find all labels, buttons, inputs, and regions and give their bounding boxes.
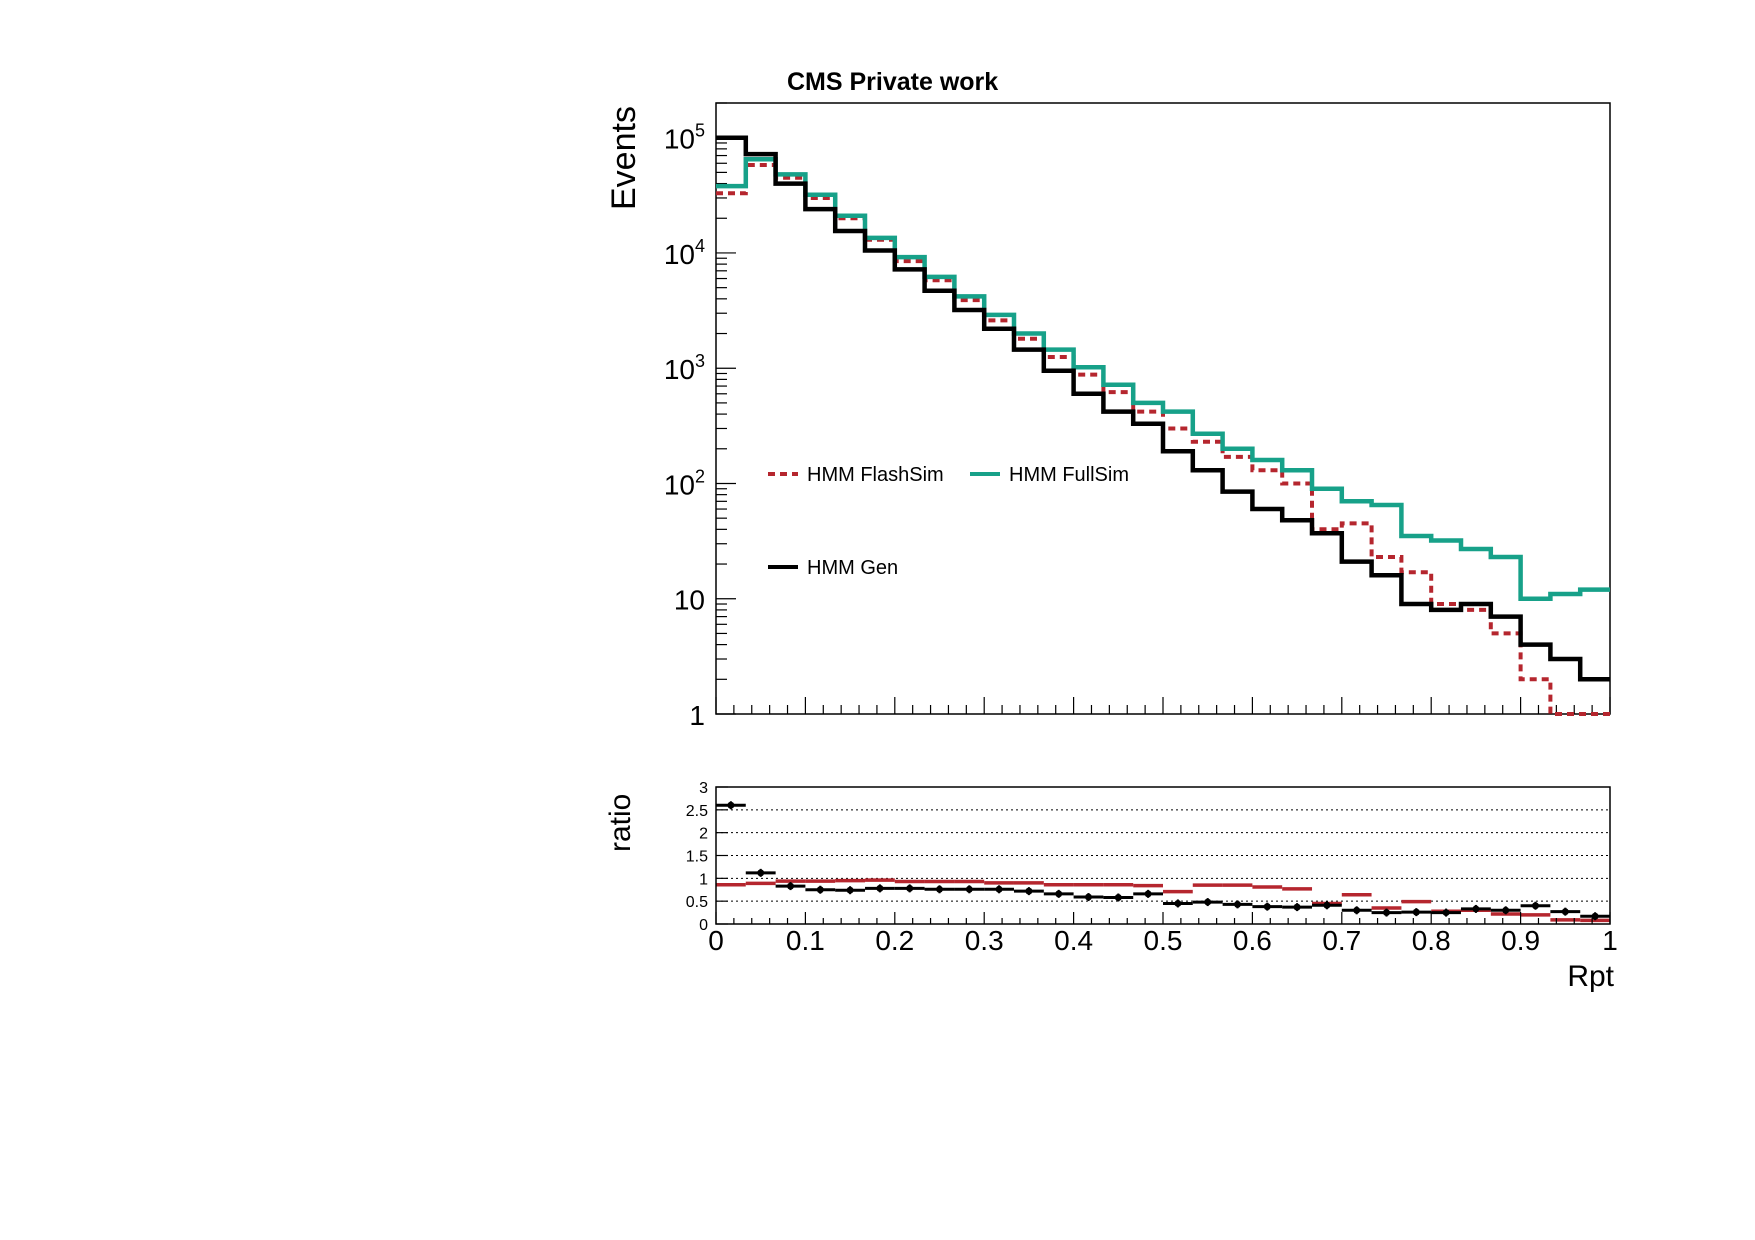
x-tick-label: 0.1 — [786, 925, 825, 956]
ratio-point — [906, 884, 914, 892]
ratio-point — [1293, 903, 1301, 911]
ratio-point — [1412, 908, 1420, 916]
y-tick-label-base: 10 — [664, 124, 695, 155]
y-tick-label: 102 — [664, 466, 705, 500]
ratio-y-tick-label: 0 — [699, 917, 708, 934]
ratio-point — [1234, 900, 1242, 908]
ratio-y-tick-label: 0.5 — [686, 894, 708, 911]
chart-title: CMS Private work — [787, 68, 998, 96]
x-tick-label: 0 — [708, 925, 724, 956]
x-tick-label: 0.9 — [1501, 925, 1540, 956]
histogram-hmm-fullsim — [716, 157, 1610, 601]
x-tick-label: 0.5 — [1144, 925, 1183, 956]
ratio-y-label: ratio — [604, 794, 637, 852]
ratio-point — [1114, 894, 1122, 902]
x-tick-label: 1 — [1602, 925, 1618, 956]
ratio-point — [1502, 906, 1510, 914]
ratio-point — [1353, 906, 1361, 914]
x-tick-label: 0.2 — [875, 925, 914, 956]
ratio-point — [936, 885, 943, 893]
x-tick-label: 0.6 — [1233, 925, 1272, 956]
ratio-point — [787, 882, 795, 890]
ratio-point — [995, 885, 1003, 893]
y-tick-label-exponent: 4 — [695, 236, 705, 256]
main-histograms — [716, 135, 1610, 716]
ratio-y-tick-label: 3 — [699, 780, 708, 797]
ratio-point — [1561, 908, 1569, 916]
ratio-point — [816, 886, 824, 894]
y-tick-label-base: 10 — [664, 239, 695, 270]
ratio-point — [727, 801, 735, 809]
y-tick-label-base: 10 — [664, 354, 695, 385]
x-tick-label: 0.3 — [965, 925, 1004, 956]
ratio-point — [1204, 898, 1212, 906]
ratio-point — [1144, 890, 1152, 898]
ratio-point — [1084, 893, 1092, 901]
ratio-point — [876, 884, 884, 892]
ratio-point — [1472, 905, 1480, 913]
x-tick-label: 0.7 — [1322, 925, 1361, 956]
ratio-y-tick-label: 2.5 — [686, 803, 708, 820]
ratio-y-tick-label: 1.5 — [686, 849, 708, 866]
ratio-point — [1383, 909, 1390, 917]
ratio-plot-axes: 00.511.522.530 0.1 0.2 0.3 0.4 0.5 0.6 0.7 0.8 0.… — [686, 780, 1618, 956]
y-tick-label-exponent: 2 — [695, 466, 705, 486]
ratio-y-tick-label: 1 — [699, 871, 708, 888]
y-tick-label-exponent: 3 — [695, 351, 705, 371]
y-tick-label: 1 — [689, 700, 705, 731]
legend-label: HMM FullSim — [1009, 464, 1129, 486]
ratio-point — [1591, 912, 1599, 920]
ratio-point — [846, 886, 854, 894]
histogram-hmm-gen — [716, 135, 1610, 682]
y-tick-label: 10 — [674, 585, 705, 616]
ratio-point — [1323, 901, 1331, 909]
x-tick-label: 0.8 — [1412, 925, 1451, 956]
y-tick-label: 105 — [664, 121, 705, 155]
y-tick-label: 104 — [664, 236, 705, 270]
ratio-point — [1055, 890, 1063, 898]
ratio-y-tick-label: 2 — [699, 826, 708, 843]
legend-label: HMM FlashSim — [807, 464, 944, 486]
legend: HMM FlashSim HMM FullSim HMM Gen — [768, 464, 1129, 579]
y-tick-label-exponent: 5 — [695, 121, 705, 141]
x-axis-label: Rpt — [1567, 960, 1614, 993]
ratio-point — [1263, 903, 1271, 911]
y-tick-label-base: 10 — [664, 469, 695, 500]
y-tick-label: 103 — [664, 351, 705, 385]
ratio-point — [1531, 902, 1539, 910]
ratio-point — [1442, 909, 1450, 917]
x-tick-label: 0.4 — [1054, 925, 1093, 956]
ratio-point — [1025, 887, 1033, 895]
y-axis-label: Events — [605, 106, 643, 210]
ratio-gridlines — [716, 809, 1610, 902]
ratio-point — [757, 869, 765, 877]
legend-label: HMM Gen — [807, 557, 898, 579]
ratio-series — [716, 801, 1610, 923]
ratio-point — [1174, 899, 1182, 907]
ratio-point — [965, 885, 973, 893]
